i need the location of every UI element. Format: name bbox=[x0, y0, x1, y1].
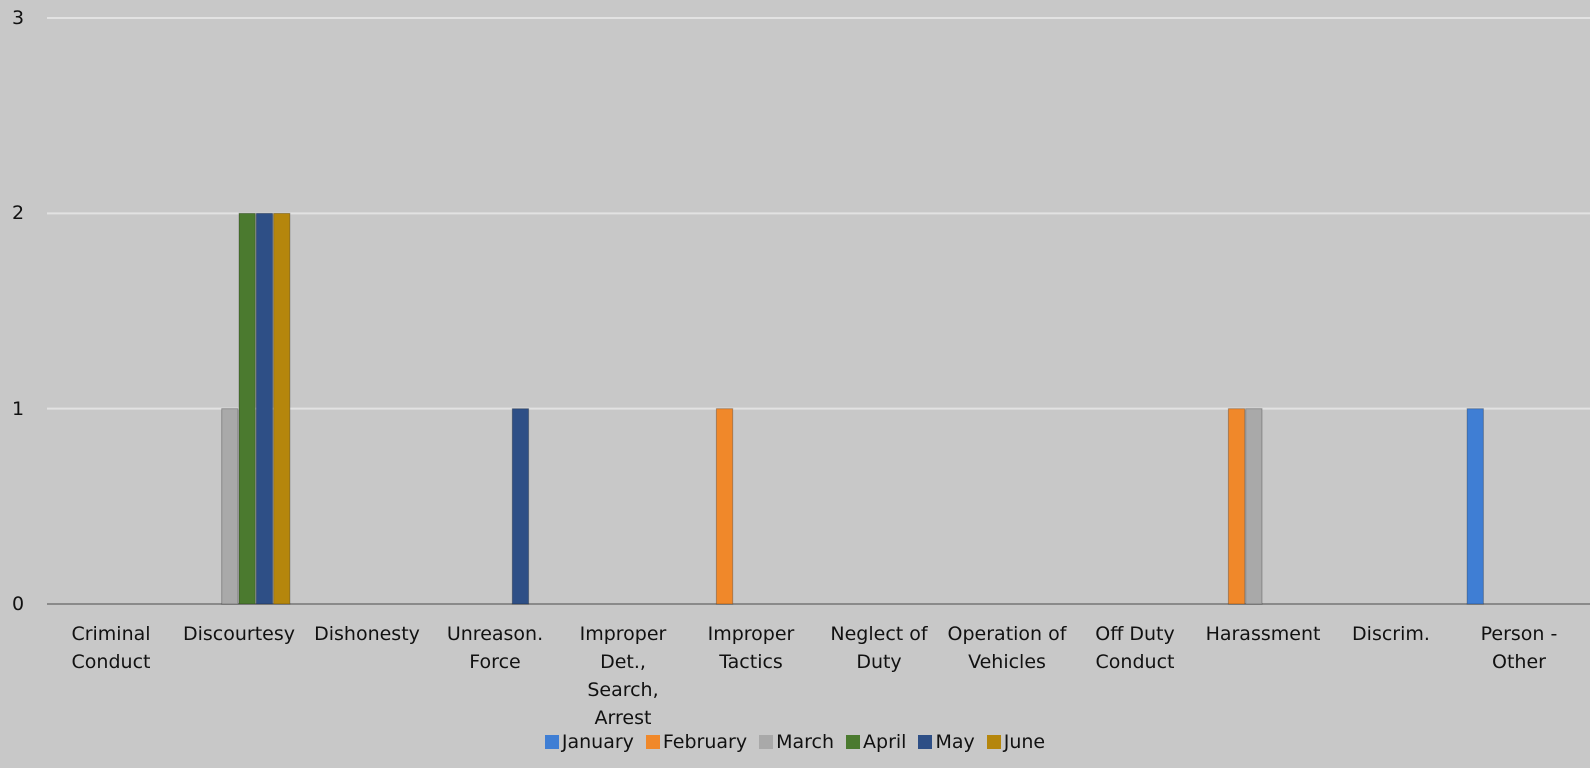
bar bbox=[238, 212, 256, 605]
bar bbox=[221, 408, 239, 605]
x-tick-label: Discourtesy bbox=[182, 623, 295, 645]
legend-label: May bbox=[935, 731, 975, 753]
legend-item: May bbox=[918, 731, 975, 753]
x-tick-label: Criminal Conduct bbox=[71, 623, 151, 673]
legend-item: June bbox=[986, 731, 1046, 753]
bar bbox=[1227, 408, 1246, 605]
legend-swatch bbox=[918, 735, 933, 749]
legend: January February March April May June bbox=[0, 731, 1590, 753]
x-tick-label: Neglect of Duty bbox=[830, 623, 928, 673]
x-tick-label: Harassment bbox=[1205, 623, 1321, 645]
legend-swatch bbox=[645, 735, 660, 749]
legend-label: June bbox=[1003, 731, 1046, 753]
legend-swatch bbox=[846, 735, 861, 749]
legend-label: January bbox=[561, 731, 634, 753]
x-tick-label: Operation of Vehicles bbox=[947, 623, 1067, 673]
legend-swatch bbox=[544, 735, 559, 749]
legend-label: March bbox=[776, 731, 835, 753]
legend-item: April bbox=[846, 731, 906, 753]
legend-swatch bbox=[986, 735, 1001, 749]
bar bbox=[255, 212, 274, 605]
legend-label: February bbox=[662, 731, 748, 753]
x-tick-label: Dishonesty bbox=[314, 623, 420, 645]
x-tick-label: Improper Tactics bbox=[707, 623, 795, 673]
bar bbox=[511, 408, 530, 605]
x-tick-label: Off Duty Conduct bbox=[1095, 623, 1175, 673]
x-tick-label: Person - Other bbox=[1480, 623, 1558, 673]
y-tick-label: 2 bbox=[12, 202, 25, 225]
bar bbox=[273, 212, 291, 605]
legend-item: January bbox=[544, 731, 634, 753]
legend-swatch bbox=[759, 735, 774, 749]
legend-item: February bbox=[645, 731, 748, 753]
x-tick-label: Discrim. bbox=[1352, 623, 1430, 645]
x-tick-label: Unreason. Force bbox=[446, 623, 544, 673]
y-tick-label: 1 bbox=[12, 397, 25, 420]
x-tick-label: Improper Det., Search, Arrest bbox=[579, 623, 667, 729]
y-tick-label: 0 bbox=[12, 593, 25, 615]
bar bbox=[715, 408, 734, 605]
y-tick-label: 3 bbox=[12, 7, 25, 29]
bar bbox=[1466, 408, 1484, 605]
legend-label: April bbox=[863, 731, 907, 753]
bar bbox=[1245, 408, 1263, 605]
legend-item: March bbox=[759, 731, 834, 753]
